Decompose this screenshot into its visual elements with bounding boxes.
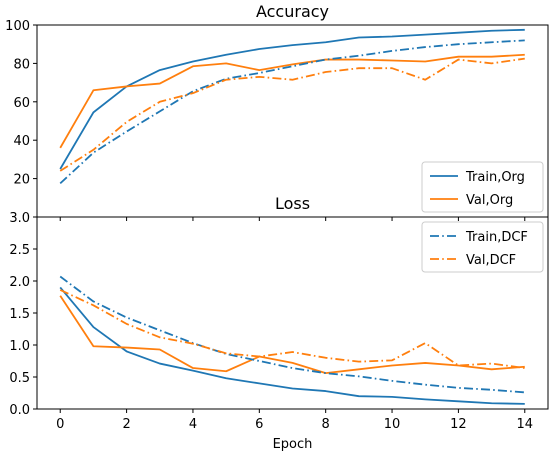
y-tick-label: 20	[13, 173, 30, 188]
legend: Train,Org Val,Org	[421, 161, 544, 213]
y-tick-label: 1.0	[9, 339, 30, 354]
y-tick-label: 0.5	[9, 371, 30, 386]
legend-label: Val,Org	[466, 193, 513, 208]
series-line-val-dcf	[59, 57, 525, 172]
y-tick-label: 60	[13, 96, 30, 111]
series-line-val-org	[59, 295, 525, 375]
x-tick-label: 0	[56, 417, 64, 432]
y-tick-label: 2.5	[9, 243, 30, 258]
x-axis-label: Epoch	[273, 437, 313, 452]
x-tick-label: 2	[122, 417, 130, 432]
x-tick-label: 10	[384, 417, 401, 432]
y-tick-label: 3.0	[9, 211, 30, 226]
series-line-train-dcf	[59, 39, 525, 185]
x-tick-label: 12	[450, 417, 467, 432]
loss-panel: Loss 0.0 0.5 1.0 1.5 2.0 2.5 3.0 0 2 4 6 8 10 12 14 Epoc…	[9, 194, 549, 452]
plot-frame	[36, 216, 549, 410]
panel-title: Accuracy	[256, 2, 329, 21]
x-tick-label: 6	[255, 417, 263, 432]
x-tick-label: 14	[516, 417, 533, 432]
y-tick-label: 80	[13, 57, 30, 72]
y-tick-label: 100	[5, 19, 30, 34]
y-tick-label: 40	[13, 134, 30, 149]
y-tick-label: 2.0	[9, 275, 30, 290]
y-tick-label: 1.5	[9, 307, 30, 322]
legend-label: Train,Org	[465, 170, 525, 185]
series-line-train-dcf	[59, 275, 525, 394]
legend-label: Val,DCF	[466, 253, 516, 268]
series-line-val-org	[59, 53, 525, 149]
series-line-train-org	[59, 286, 525, 405]
y-tick-label: 0.0	[9, 403, 30, 418]
panel-title: Loss	[275, 194, 310, 213]
accuracy-panel: Accuracy 20 40 60 80 100 Train,Org Val,Org	[5, 2, 549, 221]
x-tick-label: 4	[189, 417, 197, 432]
x-tick-label: 8	[322, 417, 330, 432]
series-line-train-org	[59, 28, 525, 170]
legend: Train,DCF Val,DCF	[421, 221, 544, 273]
series-line-val-dcf	[59, 289, 525, 369]
legend-label: Train,DCF	[465, 230, 528, 245]
